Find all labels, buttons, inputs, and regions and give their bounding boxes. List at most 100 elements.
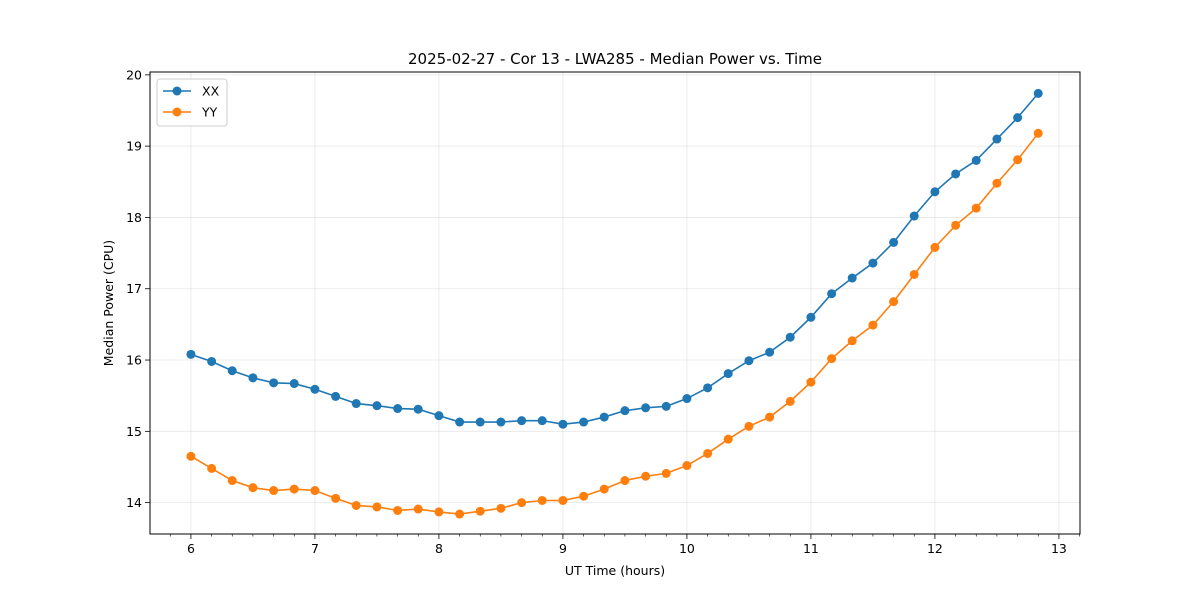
series-xx-point [331, 391, 341, 401]
series-xx-point [558, 419, 568, 429]
series-xx-point [1033, 88, 1043, 98]
x-tick-label-10: 10 [679, 541, 695, 556]
series-yy-point [434, 507, 444, 517]
series-xx-point [537, 416, 547, 426]
series-yy-point [496, 503, 506, 513]
series-xx-point [248, 373, 258, 383]
series-xx-point [207, 356, 217, 366]
series-yy-point [827, 354, 837, 364]
series-xx-point [434, 411, 444, 421]
series-xx-point [289, 379, 299, 389]
series-yy-point [992, 178, 1002, 188]
series-xx-point [868, 258, 878, 268]
series-xx-point [517, 416, 527, 426]
series-xx-point [661, 401, 671, 411]
x-tick-label-6: 6 [187, 541, 195, 556]
series-yy-point [703, 448, 713, 458]
series-xx-point [992, 134, 1002, 144]
legend: XX YY [156, 78, 228, 127]
y-tick-label-17: 17 [126, 281, 142, 296]
series-xx-point [393, 404, 403, 414]
y-tick-label-19: 19 [126, 139, 142, 154]
series-yy-point [269, 486, 279, 496]
series-yy-point [971, 203, 981, 213]
series-xx-point [269, 378, 279, 388]
grid [150, 72, 1080, 534]
series-yy-point [393, 505, 403, 515]
series-xx-point [703, 383, 713, 393]
series-xx-point [909, 211, 919, 221]
legend-xx-marker [172, 86, 182, 96]
series-yy-point [372, 502, 382, 512]
series-xx-point [1013, 113, 1023, 123]
series-xx-point [889, 237, 899, 247]
series-yy-point [868, 320, 878, 330]
series-xx-point [847, 273, 857, 283]
y-tick-label-14: 14 [126, 495, 142, 510]
series-xx-point [413, 404, 423, 414]
series-xx-point [951, 169, 961, 179]
series-yy-point [579, 491, 589, 501]
series-yy-point [951, 220, 961, 230]
x-tick-label-13: 13 [1051, 541, 1067, 556]
series-yy-point [682, 461, 692, 471]
series-xx-point [806, 312, 816, 322]
series-xx-point [186, 349, 196, 359]
series-xx-point [682, 394, 692, 404]
series-yy-point [227, 476, 237, 486]
legend-xx-label: XX [202, 84, 220, 99]
legend-yy-label: YY [201, 105, 218, 120]
series-xx-point [971, 155, 981, 165]
series-yy-point [475, 506, 485, 516]
series-xx-point [496, 417, 506, 427]
series-yy-point [537, 495, 547, 505]
chart-title: 2025-02-27 - Cor 13 - LWA285 - Median Po… [408, 50, 822, 68]
series-xx-point [351, 399, 361, 409]
series-yy-point [351, 500, 361, 510]
series-yy-point [909, 269, 919, 279]
series-yy-point [331, 493, 341, 503]
series-xx-point [455, 417, 465, 427]
series-yy-point [207, 463, 217, 473]
y-axis-label: Median Power (CPU) [101, 240, 116, 366]
series-xx-point [372, 401, 382, 411]
y-tick-label-15: 15 [126, 424, 142, 439]
series-yy-point [1033, 128, 1043, 138]
series-yy-point [847, 336, 857, 346]
series-yy-point [641, 471, 651, 481]
series-yy-point [517, 498, 527, 508]
x-tick-label-12: 12 [927, 541, 943, 556]
legend-yy-marker [172, 107, 182, 117]
series-yy-point [889, 297, 899, 307]
series-xx-point [827, 289, 837, 299]
series-yy-point [785, 396, 795, 406]
series-yy-point [765, 412, 775, 422]
series-yy-point [1013, 155, 1023, 165]
series-xx-point [599, 412, 609, 422]
series-xx-point [744, 356, 754, 366]
series-yy-point [723, 434, 733, 444]
series-yy-point [620, 476, 630, 486]
series-yy-point [558, 495, 568, 505]
series-xx-point [579, 417, 589, 427]
series-xx-point [310, 384, 320, 394]
series-yy-point [806, 377, 816, 387]
series-xx-point [785, 332, 795, 342]
x-tick-label-9: 9 [559, 541, 567, 556]
x-tick-label-8: 8 [435, 541, 443, 556]
series-yy-point [289, 484, 299, 494]
axis-ticks: 6 7 8 9 10 11 12 13 14 15 16 17 18 19 20 [126, 67, 1080, 556]
series-yy-point [186, 451, 196, 461]
series-yy-point [744, 421, 754, 431]
y-tick-label-16: 16 [126, 353, 142, 368]
y-tick-label-18: 18 [126, 210, 142, 225]
x-tick-label-11: 11 [803, 541, 819, 556]
series-xx-point [641, 403, 651, 413]
series-yy-point [930, 242, 940, 252]
series-yy-point [661, 468, 671, 478]
x-tick-label-7: 7 [311, 541, 319, 556]
y-tick-label-20: 20 [126, 67, 142, 82]
x-axis-label: UT Time (hours) [565, 563, 665, 578]
series-yy-point [413, 504, 423, 514]
